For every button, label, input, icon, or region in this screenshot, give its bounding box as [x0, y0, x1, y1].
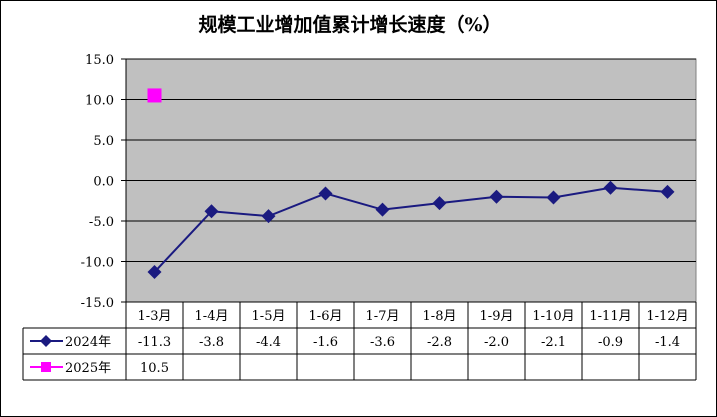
data-table-value: -4.4: [256, 335, 281, 350]
y-tick-label: -15.0: [81, 296, 114, 311]
series-line-2024年: [153, 186, 668, 273]
data-table-value: -0.9: [598, 335, 623, 350]
data-table-value: -1.4: [655, 335, 680, 350]
series-layer: [147, 88, 675, 280]
y-tick-label: 5.0: [93, 134, 114, 149]
y-tick-label: 10.0: [85, 94, 114, 109]
legend-key-square: [41, 362, 51, 372]
category-label: 1-10月: [532, 309, 574, 324]
category-label: 1-6月: [309, 309, 343, 324]
data-table-value: 10.5: [140, 361, 169, 376]
data-table-value: -3.6: [370, 335, 395, 350]
data-point-diamond: [432, 196, 447, 211]
legend-key-diamond: [40, 335, 52, 347]
data-point-diamond: [660, 184, 675, 199]
data-point-diamond: [375, 202, 390, 217]
data-table-value: -2.1: [541, 335, 566, 350]
category-label: 1-8月: [423, 309, 457, 324]
category-label: 1-3月: [138, 309, 172, 324]
category-label: 1-9月: [480, 309, 514, 324]
data-point-diamond: [204, 204, 219, 219]
data-point-diamond: [603, 180, 618, 195]
category-label: 1-11月: [589, 309, 631, 324]
chart-title: 规模工业增加值累计增长速度（%）: [198, 13, 501, 36]
category-label: 1-12月: [646, 309, 688, 324]
y-tick-label: 15.0: [85, 53, 114, 68]
data-point-diamond: [261, 209, 276, 224]
data-table-value: -11.3: [138, 335, 171, 350]
data-table: 1-3月 1-4月 1-5月 1-6月 1-7月 1-8月 1-9月 1-10月 1-11月 1-…: [22, 301, 697, 381]
data-table-value: -2.8: [427, 335, 452, 350]
data-point-diamond: [546, 190, 561, 205]
data-point-diamond: [318, 186, 333, 201]
category-label: 1-4月: [195, 309, 229, 324]
y-tick-label: 0.0: [93, 175, 114, 190]
data-table-value: -2.0: [484, 335, 509, 350]
data-point-square: [147, 88, 162, 103]
legend-series-name: 2024年: [65, 335, 111, 350]
category-label: 1-7月: [366, 309, 400, 324]
y-tick-label: -5.0: [89, 215, 114, 230]
data-point-diamond: [147, 265, 162, 280]
data-table-value: -3.8: [199, 335, 224, 350]
data-table-value: -1.6: [313, 335, 338, 350]
y-axis: 15.0 10.0 5.0 0.0 -5.0 -10.0 -15.0: [81, 53, 127, 311]
y-tick-label: -10.0: [81, 256, 114, 271]
data-point-diamond: [489, 189, 504, 204]
legend-series-name: 2025年: [65, 361, 111, 376]
category-label: 1-5月: [252, 309, 286, 324]
